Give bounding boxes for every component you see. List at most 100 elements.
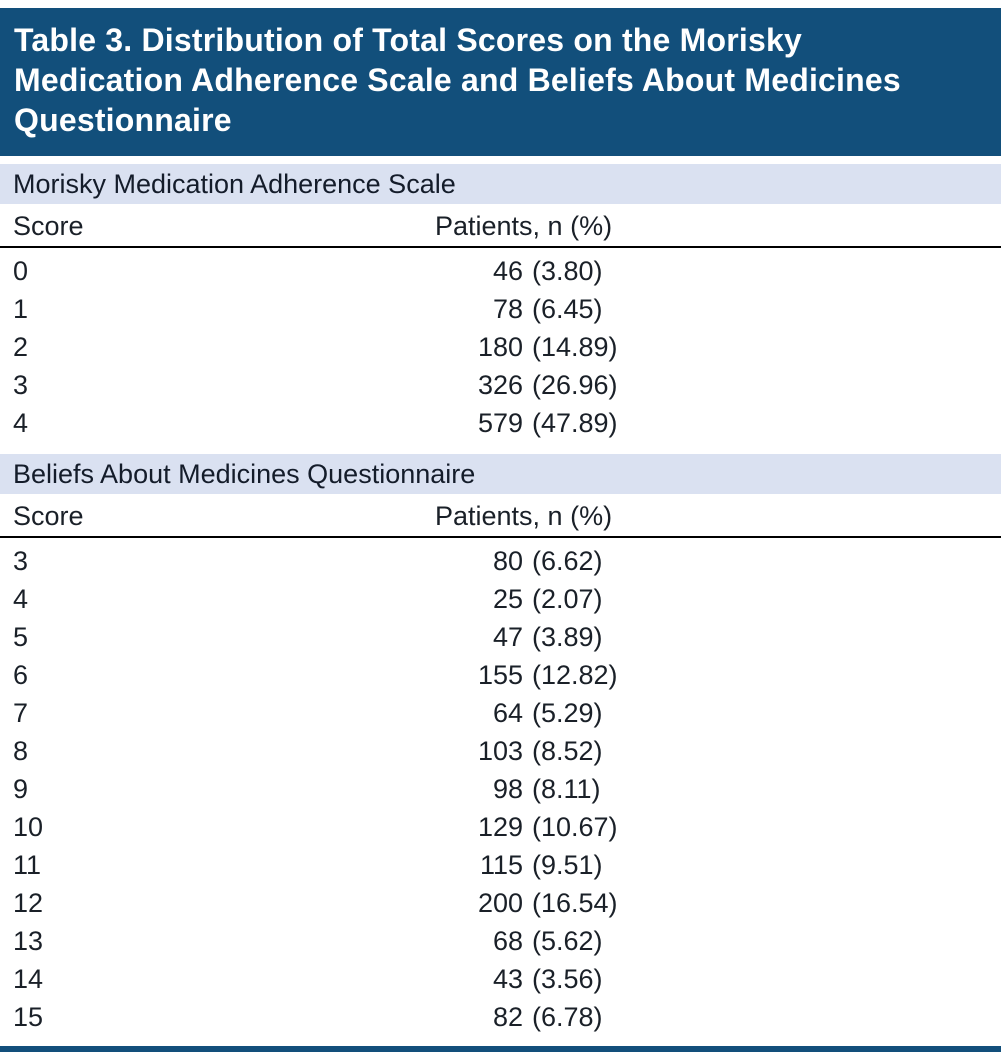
patients-count: 82 xyxy=(492,1002,523,1032)
column-header-row: Score Patients, n (%) xyxy=(0,206,1001,248)
patients-count: 64 xyxy=(492,698,523,728)
score-cell: 14 xyxy=(13,964,44,994)
patients-cell: 43 (3.56) xyxy=(435,960,1001,998)
table-row: 10 129 (10.67) xyxy=(0,808,1001,846)
patients-cell: 68 (5.62) xyxy=(435,922,1001,960)
score-cell: 2 xyxy=(13,332,29,362)
patients-count: 579 xyxy=(477,408,523,438)
patients-percent: (6.62) xyxy=(532,546,603,576)
patients-cell: 82 (6.78) xyxy=(435,998,1001,1036)
table-title: Table 3. Distribution of Total Scores on… xyxy=(14,22,901,138)
score-cell: 6 xyxy=(13,660,29,690)
patients-cell: 103 (8.52) xyxy=(435,732,1001,770)
patients-count: 326 xyxy=(477,370,523,400)
table-row: 3 326 (26.96) xyxy=(0,366,1001,404)
patients-count: 155 xyxy=(477,660,523,690)
bmq-rows: 3 80 (6.62) 4 25 (2.07) 5 xyxy=(0,538,1001,1040)
score-cell: 11 xyxy=(13,850,42,880)
table-row: 14 43 (3.56) xyxy=(0,960,1001,998)
patients-percent: (26.96) xyxy=(532,370,618,400)
column-header-score: Score xyxy=(13,501,84,531)
score-cell: 7 xyxy=(13,698,29,728)
patients-cell: 129 (10.67) xyxy=(435,808,1001,846)
patients-percent: (6.45) xyxy=(532,294,603,324)
patients-percent: (3.56) xyxy=(532,964,603,994)
patients-count: 80 xyxy=(492,546,523,576)
patients-percent: (8.11) xyxy=(532,774,601,804)
patients-cell: 155 (12.82) xyxy=(435,656,1001,694)
score-cell: 1 xyxy=(13,294,29,324)
patients-cell: 80 (6.62) xyxy=(435,542,1001,580)
patients-count: 78 xyxy=(492,294,523,324)
column-header-score: Score xyxy=(13,211,84,241)
patients-count: 98 xyxy=(492,774,523,804)
patients-count: 47 xyxy=(492,622,523,652)
table-title-band: Table 3. Distribution of Total Scores on… xyxy=(0,8,1001,156)
patients-percent: (5.62) xyxy=(532,926,603,956)
section-header-bmq: Beliefs About Medicines Questionnaire xyxy=(0,454,1001,494)
column-header-patients: Patients, n (%) xyxy=(435,501,613,531)
patients-cell: 579 (47.89) xyxy=(435,404,1001,442)
table-row: 2 180 (14.89) xyxy=(0,328,1001,366)
section-morisky: Morisky Medication Adherence Scale Score… xyxy=(0,164,1001,446)
morisky-rows: 0 46 (3.80) 1 78 (6.45) 2 xyxy=(0,248,1001,446)
patients-count: 180 xyxy=(477,332,523,362)
patients-percent: (3.89) xyxy=(532,622,603,652)
patients-cell: 98 (8.11) xyxy=(435,770,1001,808)
patients-cell: 200 (16.54) xyxy=(435,884,1001,922)
table-row: 6 155 (12.82) xyxy=(0,656,1001,694)
patients-percent: (47.89) xyxy=(532,408,618,438)
score-cell: 15 xyxy=(13,1002,44,1032)
patients-percent: (12.82) xyxy=(532,660,618,690)
patients-count: 25 xyxy=(492,584,523,614)
score-cell: 4 xyxy=(13,584,29,614)
patients-percent: (2.07) xyxy=(532,584,603,614)
section-header-morisky: Morisky Medication Adherence Scale xyxy=(0,164,1001,204)
score-cell: 5 xyxy=(13,622,29,652)
table-row: 4 25 (2.07) xyxy=(0,580,1001,618)
patients-cell: 47 (3.89) xyxy=(435,618,1001,656)
section-bmq: Beliefs About Medicines Questionnaire Sc… xyxy=(0,454,1001,1040)
score-cell: 9 xyxy=(13,774,29,804)
patients-cell: 25 (2.07) xyxy=(435,580,1001,618)
patients-count: 129 xyxy=(477,812,523,842)
table-row: 5 47 (3.89) xyxy=(0,618,1001,656)
table-row: 1 78 (6.45) xyxy=(0,290,1001,328)
patients-count: 103 xyxy=(477,736,523,766)
table-row: 9 98 (8.11) xyxy=(0,770,1001,808)
score-cell: 12 xyxy=(13,888,44,918)
patients-count: 68 xyxy=(492,926,523,956)
table-row: 4 579 (47.89) xyxy=(0,404,1001,442)
patients-percent: (5.29) xyxy=(532,698,603,728)
score-cell: 4 xyxy=(13,408,29,438)
table-row: 15 82 (6.78) xyxy=(0,998,1001,1036)
score-cell: 8 xyxy=(13,736,29,766)
patients-count: 43 xyxy=(492,964,523,994)
patients-percent: (3.80) xyxy=(532,256,603,286)
table-row: 11 115 (9.51) xyxy=(0,846,1001,884)
patients-cell: 64 (5.29) xyxy=(435,694,1001,732)
column-header-row: Score Patients, n (%) xyxy=(0,496,1001,538)
patients-percent: (6.78) xyxy=(532,1002,603,1032)
patients-cell: 115 (9.51) xyxy=(435,846,1001,884)
table-row: 8 103 (8.52) xyxy=(0,732,1001,770)
table-row: 0 46 (3.80) xyxy=(0,252,1001,290)
score-cell: 13 xyxy=(13,926,44,956)
table-row: 12 200 (16.54) xyxy=(0,884,1001,922)
table-row: 7 64 (5.29) xyxy=(0,694,1001,732)
patients-count: 115 xyxy=(479,850,523,880)
column-header-patients: Patients, n (%) xyxy=(435,211,613,241)
score-cell: 3 xyxy=(13,546,29,576)
patients-percent: (16.54) xyxy=(532,888,618,918)
patients-cell: 326 (26.96) xyxy=(435,366,1001,404)
patients-percent: (9.51) xyxy=(532,850,603,880)
score-cell: 0 xyxy=(13,256,29,286)
patients-count: 200 xyxy=(477,888,523,918)
table-row: 13 68 (5.62) xyxy=(0,922,1001,960)
table-row: 3 80 (6.62) xyxy=(0,542,1001,580)
patients-percent: (10.67) xyxy=(532,812,618,842)
patients-percent: (14.89) xyxy=(532,332,618,362)
score-cell: 10 xyxy=(13,812,44,842)
patients-cell: 78 (6.45) xyxy=(435,290,1001,328)
score-cell: 3 xyxy=(13,370,29,400)
